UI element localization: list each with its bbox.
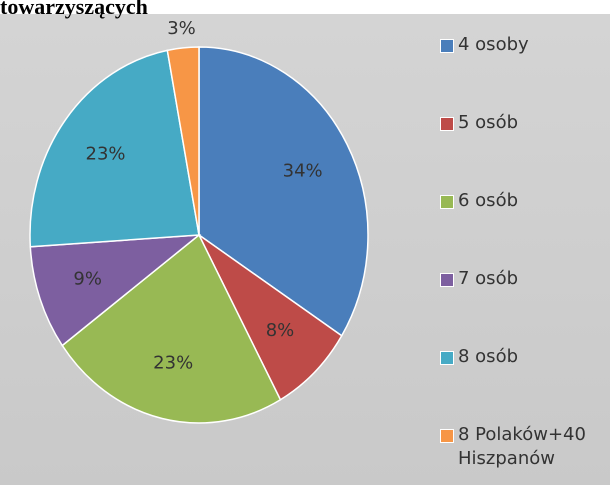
pie-slice [29,49,200,248]
data-label: 8% [266,320,295,341]
legend-entry: 4 osoby [440,33,608,57]
legend-swatch [440,429,454,443]
legend-entry: 7 osób [440,267,608,291]
legend-label: 5 osób [458,112,519,133]
legend-entry: 6 osób [440,189,608,213]
legend-swatch [440,273,454,287]
legend-label: 4 osoby [458,34,529,55]
data-label: 23% [153,352,193,373]
legend-swatch [440,117,454,131]
data-label: 3% [167,18,196,39]
legend-entry: 8 Polaków+40 Hiszpanów [440,423,608,471]
pie-slice [198,46,369,337]
pie-slice [29,234,202,347]
legend-entry: 8 osób [440,345,608,369]
legend-swatch [440,351,454,365]
legend-label: 8 osób [458,346,519,367]
legend-entry: 5 osób [440,111,608,135]
pie-slice [198,234,343,401]
data-label: 23% [86,143,126,164]
legend-swatch [440,195,454,209]
legend-label: 7 osób [458,268,519,289]
legend-swatch [440,39,454,53]
chart-title: towarzyszących [0,0,148,19]
data-label: 9% [73,269,102,290]
pie-slice [166,46,200,236]
data-label: 34% [283,161,323,182]
pie-slice [61,233,282,424]
legend-label: 6 osób [458,190,519,211]
legend-label: 8 Polaków+40 Hiszpanów [458,424,586,469]
